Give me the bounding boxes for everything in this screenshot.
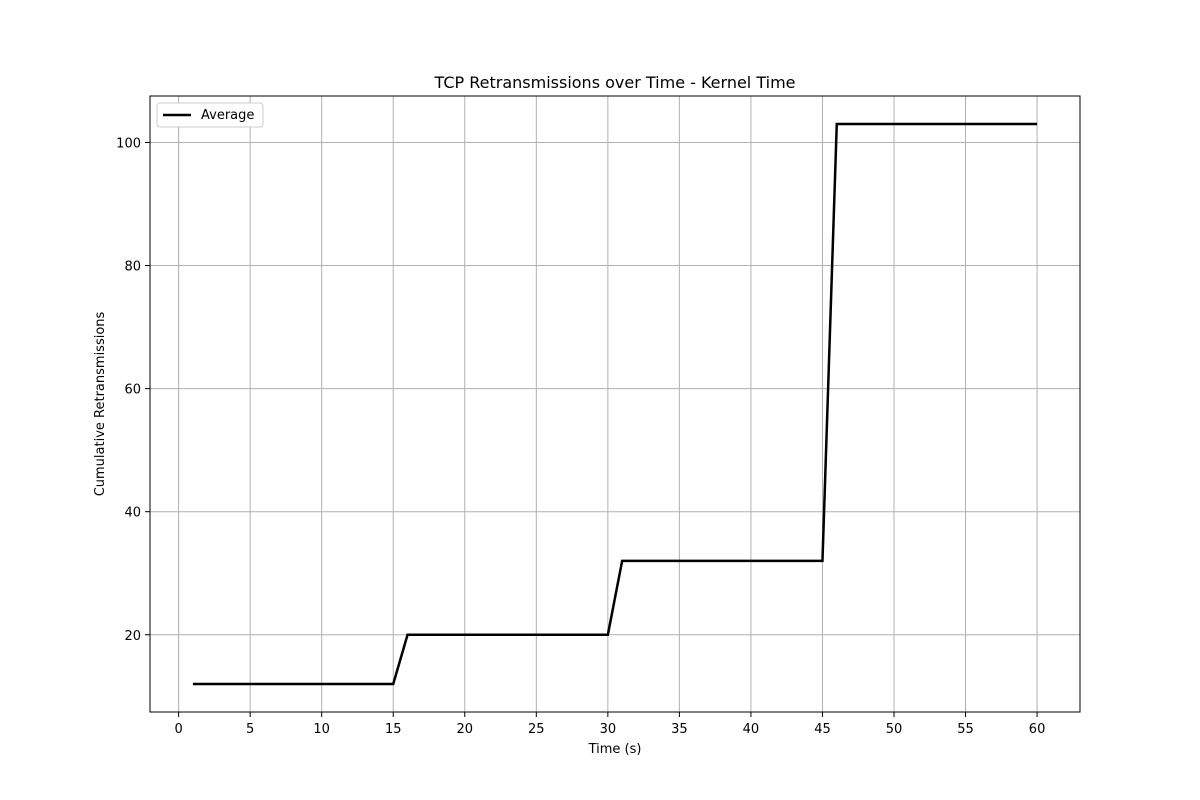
x-tick-label: 45 [814,722,831,737]
x-tick-label: 0 [174,722,182,737]
x-axis-ticks: 0 5 10 15 20 25 30 35 40 45 50 55 60 [174,712,1045,737]
plot-frame [149,95,1081,713]
y-axis-ticks: 20 40 60 80 100 [116,136,150,644]
y-tick-label: 100 [116,136,141,151]
x-tick-label: 40 [743,722,760,737]
y-axis-label: Cumulative Retransmissions [93,311,108,496]
series-line-average [192,122,1038,686]
y-tick-label: 20 [124,629,141,644]
x-tick-label: 20 [456,722,473,737]
x-tick-label: 35 [671,722,688,737]
x-tick-label: 55 [957,722,974,737]
legend-label: Average [201,108,254,123]
x-tick-label: 50 [886,722,903,737]
plot-area [150,96,1080,712]
y-tick-label: 40 [124,506,141,521]
series-layer [192,122,1038,686]
y-tick-label: 60 [124,383,141,398]
chart-title: TCP Retransmissions over Time - Kernel T… [434,73,796,92]
y-tick-label: 80 [124,260,141,275]
x-tick-label: 15 [385,722,402,737]
x-tick-label: 10 [313,722,330,737]
legend: Average [156,102,264,128]
x-tick-label: 30 [600,722,617,737]
y-gridlines [150,141,1080,636]
x-axis-label: Time (s) [588,742,642,757]
x-tick-label: 5 [246,722,254,737]
x-gridlines [178,96,1038,712]
x-tick-label: 60 [1029,722,1046,737]
x-tick-label: 25 [528,722,545,737]
legend-box [156,102,264,128]
